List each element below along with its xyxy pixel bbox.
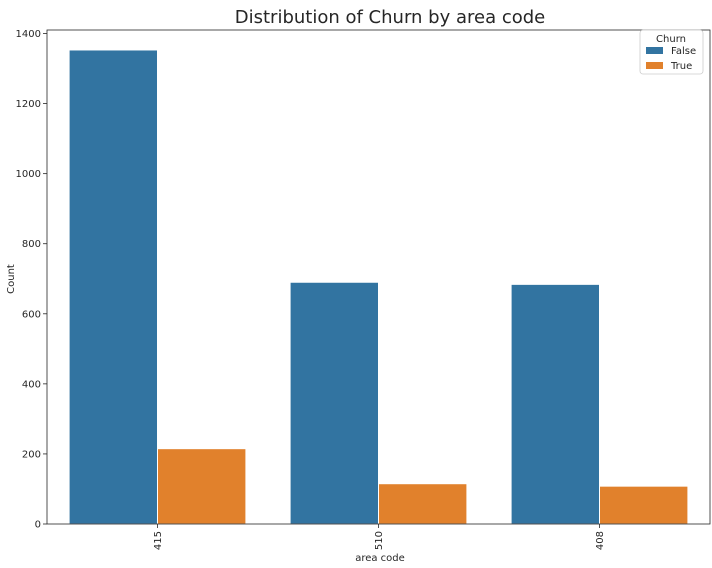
bar-true-510	[378, 483, 468, 525]
bar-false-408	[510, 283, 601, 525]
y-tick-label: 1400	[16, 29, 41, 40]
y-tick-label: 800	[22, 239, 41, 250]
plot-frame	[46, 29, 711, 525]
bar-true-415	[157, 448, 247, 525]
y-tick-label: 600	[22, 309, 41, 320]
bar-false-415	[68, 49, 158, 525]
legend: Churn False True	[639, 29, 704, 75]
x-tick-label: 408	[595, 531, 606, 550]
legend-items: False True	[646, 46, 696, 72]
y-tick-label: 400	[22, 379, 41, 390]
legend-swatch-false	[646, 47, 663, 54]
chart-title: Distribution of Churn by area code	[235, 7, 545, 28]
legend-label-true: True	[670, 61, 692, 72]
legend-label-false: False	[671, 46, 696, 57]
y-axis-ticks: 0 200 400 600 800 1000 1200 1400	[16, 29, 47, 531]
bars-group	[68, 49, 689, 525]
x-axis-ticks: 415 510 408	[153, 524, 606, 550]
bar-false-510	[289, 281, 380, 525]
y-tick-label: 0	[35, 520, 41, 531]
y-tick-label: 1000	[16, 169, 41, 180]
y-axis-label: Count	[6, 264, 17, 294]
x-axis-label: area code	[355, 553, 405, 564]
legend-swatch-true	[646, 62, 663, 69]
y-tick-label: 1200	[16, 99, 41, 110]
y-tick-label: 200	[22, 449, 41, 460]
x-tick-label: 415	[153, 531, 164, 550]
x-tick-label: 510	[374, 531, 385, 550]
legend-title: Churn	[656, 34, 686, 45]
bar-true-408	[599, 485, 689, 525]
